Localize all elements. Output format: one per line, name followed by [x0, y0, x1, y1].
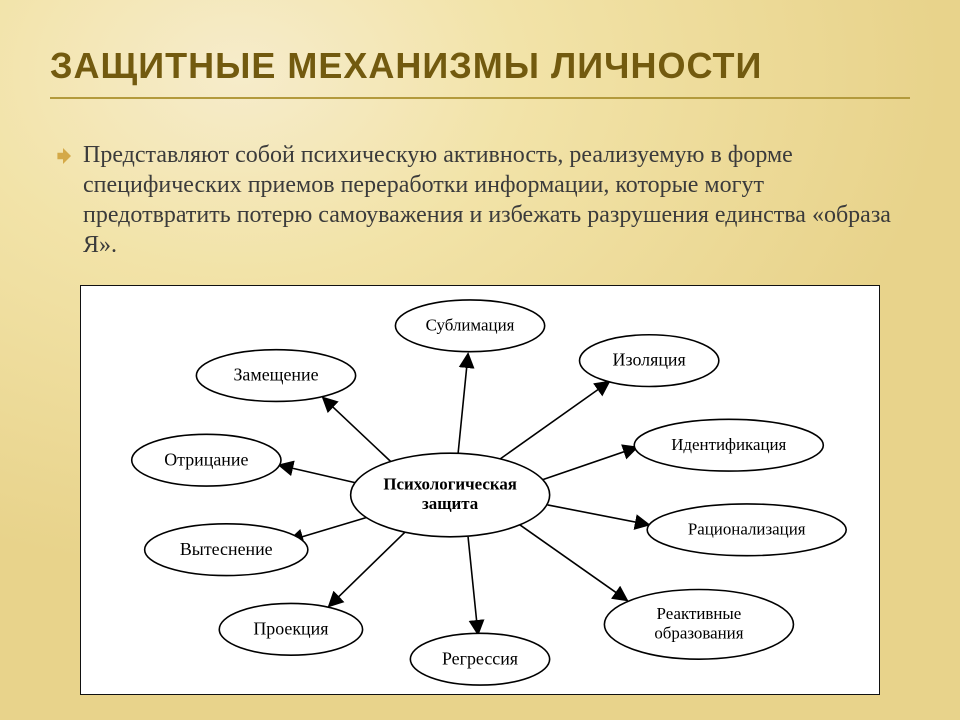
svg-text:Отрицание: Отрицание — [164, 449, 248, 469]
slide-container: ЗАЩИТНЫЕ МЕХАНИЗМЫ ЛИЧНОСТИ Представляют… — [0, 0, 960, 720]
title-section: ЗАЩИТНЫЕ МЕХАНИЗМЫ ЛИЧНОСТИ — [50, 45, 910, 99]
arrow-to-rationalization — [548, 505, 650, 525]
arrow-to-displacement — [323, 397, 393, 463]
svg-text:Реактивные: Реактивные — [657, 604, 742, 623]
diagram-frame: Сублимация Изоляция Идентификация Рационали… — [80, 285, 880, 695]
arrow-to-repression — [289, 517, 369, 541]
node-sublimation: Сублимация — [395, 300, 544, 352]
svg-text:Проекция: Проекция — [253, 618, 328, 638]
svg-text:Рационализация: Рационализация — [688, 520, 806, 539]
arrow-to-regression — [468, 537, 478, 635]
node-isolation: Изоляция — [580, 335, 719, 387]
svg-text:защита: защита — [422, 494, 479, 513]
arrow-to-projection — [329, 531, 407, 607]
svg-text:Регрессия: Регрессия — [442, 648, 518, 668]
center-node: Психологическаязащита — [351, 453, 550, 537]
bullet-row: Представляют собой психическую активност… — [55, 140, 905, 260]
arrow-to-identification — [542, 447, 638, 480]
arrow-to-sublimation — [458, 354, 468, 454]
node-rationalization: Рационализация — [647, 504, 846, 556]
arrow-bullet-icon — [55, 148, 71, 164]
node-repression: Вытеснение — [145, 524, 308, 576]
arrow-to-denial — [279, 465, 357, 483]
svg-text:Идентификация: Идентификация — [671, 435, 786, 454]
svg-text:Сублимация: Сублимация — [426, 316, 515, 335]
node-regression: Регрессия — [410, 633, 549, 685]
node-denial: Отрицание — [132, 434, 281, 486]
svg-text:Изоляция: Изоляция — [613, 350, 686, 370]
node-reactive: Реактивныеобразования — [604, 590, 793, 660]
svg-text:Психологическая: Психологическая — [383, 475, 517, 494]
svg-text:Замещение: Замещение — [233, 365, 318, 385]
svg-text:образования: образования — [654, 623, 743, 642]
node-displacement: Замещение — [196, 350, 355, 402]
slide-title: ЗАЩИТНЫЕ МЕХАНИЗМЫ ЛИЧНОСТИ — [50, 45, 910, 99]
arrow-to-isolation — [500, 382, 609, 460]
arrow-to-reactive — [520, 525, 627, 601]
radial-diagram: Сублимация Изоляция Идентификация Рационали… — [81, 286, 879, 694]
node-identification: Идентификация — [634, 419, 823, 471]
node-projection: Проекция — [219, 603, 362, 655]
body-paragraph: Представляют собой психическую активност… — [83, 140, 905, 260]
body-section: Представляют собой психическую активност… — [55, 140, 905, 260]
svg-text:Вытеснение: Вытеснение — [180, 539, 273, 559]
